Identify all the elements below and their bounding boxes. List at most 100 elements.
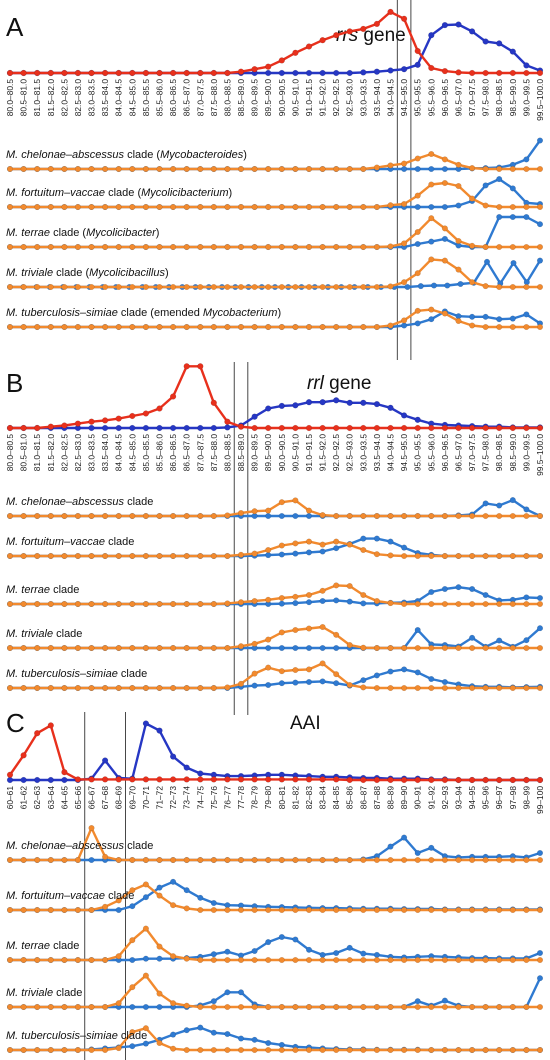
intra-clade-point bbox=[509, 315, 516, 322]
inter-clade-point bbox=[306, 907, 313, 914]
x-tick-label: 84.5–85.0 bbox=[127, 434, 137, 472]
overview-inter-point bbox=[197, 776, 204, 783]
overview-inter-point bbox=[115, 776, 122, 783]
inter-clade-point bbox=[346, 541, 353, 548]
inter-clade-point bbox=[292, 907, 299, 914]
inter-clade-point bbox=[387, 552, 394, 559]
overview-inter-point bbox=[428, 776, 435, 784]
overview-intra-point bbox=[428, 32, 435, 39]
inter-clade-line bbox=[10, 308, 540, 329]
x-tick-label: 90–91 bbox=[413, 786, 423, 810]
overview-intra-point bbox=[265, 69, 272, 77]
overview-intra-point bbox=[34, 776, 41, 784]
inter-clade-point bbox=[482, 283, 489, 290]
inter-clade-point bbox=[278, 1046, 285, 1053]
inter-clade-point bbox=[47, 324, 54, 331]
inter-clade-point bbox=[469, 857, 476, 864]
inter-clade-point bbox=[509, 645, 516, 652]
clade-row: M. triviale clade (Mycolicibacillus) bbox=[6, 256, 544, 291]
inter-clade-point bbox=[469, 195, 476, 202]
inter-clade-point bbox=[523, 165, 530, 172]
inter-clade-point bbox=[115, 324, 122, 331]
intra-clade-point bbox=[333, 680, 340, 687]
inter-clade-point bbox=[509, 685, 516, 692]
intra-clade-point bbox=[306, 599, 313, 606]
inter-clade-point bbox=[373, 203, 380, 210]
inter-clade-point bbox=[156, 513, 163, 520]
overview-inter-point bbox=[197, 363, 204, 370]
x-tick-label: 98.5–99.0 bbox=[508, 79, 518, 117]
inter-clade-point bbox=[20, 907, 27, 914]
inter-clade-point bbox=[523, 324, 530, 331]
inter-clade-point bbox=[319, 203, 326, 210]
inter-clade-point bbox=[387, 907, 394, 914]
inter-clade-point bbox=[319, 660, 326, 667]
inter-clade-point bbox=[306, 324, 313, 331]
inter-clade-point bbox=[115, 1045, 122, 1052]
inter-clade-point bbox=[265, 507, 272, 514]
inter-clade-point bbox=[373, 907, 380, 914]
inter-clade-point bbox=[509, 857, 516, 864]
overview-intra-point bbox=[142, 424, 150, 432]
overview-inter-point bbox=[237, 776, 245, 783]
inter-clade-point bbox=[224, 684, 231, 691]
overview-inter-point bbox=[61, 769, 68, 776]
overview-intra-point bbox=[319, 399, 326, 406]
inter-clade-point bbox=[373, 957, 380, 964]
inter-clade-point bbox=[142, 645, 149, 652]
x-tick-label: 84.0–84.5 bbox=[114, 434, 124, 472]
intra-clade-point bbox=[373, 535, 380, 542]
inter-clade-point bbox=[74, 324, 81, 331]
inter-clade-point bbox=[170, 857, 177, 864]
inter-clade-point bbox=[292, 1046, 299, 1053]
overview-intra-point bbox=[142, 720, 150, 727]
inter-clade-point bbox=[170, 284, 177, 291]
intra-clade-point bbox=[523, 506, 530, 513]
x-tick-label: 92.5–93.0 bbox=[345, 434, 355, 472]
inter-clade-point bbox=[455, 1046, 462, 1053]
inter-clade-point bbox=[509, 324, 516, 331]
inter-clade-point bbox=[482, 324, 489, 331]
clade-label: M. terrae clade bbox=[6, 940, 79, 952]
inter-clade-point bbox=[292, 1004, 299, 1011]
inter-clade-point bbox=[496, 857, 503, 864]
inter-clade-point bbox=[47, 243, 54, 250]
x-tick-label: 94.5–95.0 bbox=[399, 79, 409, 117]
inter-clade-line bbox=[10, 216, 540, 249]
inter-clade-point bbox=[47, 203, 54, 210]
inter-clade-point bbox=[346, 243, 353, 250]
intra-clade-point bbox=[319, 548, 326, 555]
clade-label: M. chelonae–abscessus clade bbox=[6, 840, 153, 852]
inter-clade-point bbox=[292, 540, 299, 547]
inter-clade-point bbox=[237, 1046, 244, 1053]
intra-clade-point bbox=[428, 676, 435, 683]
inter-clade-point bbox=[360, 857, 367, 864]
overview-intra-point bbox=[183, 764, 190, 771]
intra-clade-point bbox=[333, 950, 340, 957]
x-tick-label: 96.0–96.5 bbox=[440, 434, 450, 472]
overview-inter-point bbox=[88, 776, 95, 783]
inter-clade-point bbox=[102, 601, 109, 608]
inter-clade-point bbox=[319, 587, 326, 594]
inter-clade-point bbox=[20, 857, 27, 864]
overview-inter-line bbox=[9, 724, 540, 782]
inter-clade-point bbox=[129, 685, 136, 692]
inter-clade-point bbox=[306, 1046, 313, 1053]
inter-clade-point bbox=[265, 324, 272, 331]
inter-clade-point bbox=[482, 165, 489, 172]
inter-clade-point bbox=[428, 306, 435, 313]
overview-inter-point bbox=[61, 422, 68, 429]
inter-clade-point bbox=[170, 601, 177, 608]
inter-clade-point bbox=[346, 324, 353, 331]
overview-inter-point bbox=[278, 776, 285, 783]
inter-clade-point bbox=[210, 284, 217, 291]
inter-clade-point bbox=[61, 857, 68, 864]
inter-clade-point bbox=[333, 165, 340, 172]
overview-intra-point bbox=[292, 402, 299, 409]
x-tick-label: 87.5–88.0 bbox=[209, 79, 219, 117]
inter-clade-point bbox=[6, 1004, 13, 1011]
intra-clade-point bbox=[251, 682, 258, 689]
x-tick-label: 90.0–90.5 bbox=[277, 79, 287, 117]
inter-clade-point bbox=[414, 857, 421, 864]
x-tick-label: 89.5–90.0 bbox=[263, 79, 273, 117]
